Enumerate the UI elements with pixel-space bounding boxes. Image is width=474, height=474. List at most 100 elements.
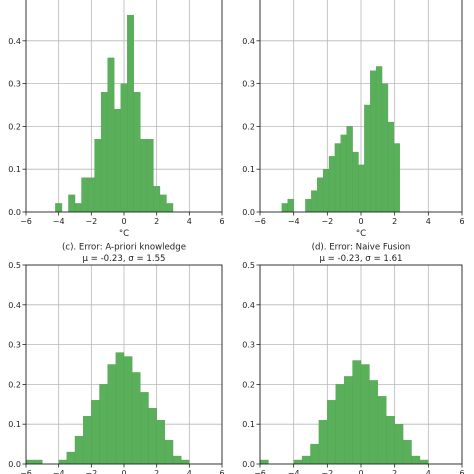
histogram-bar <box>364 104 371 212</box>
histogram-bar <box>346 126 353 212</box>
histogram-bar <box>164 439 174 464</box>
histogram-bar <box>58 459 68 464</box>
y-tick-label: 0.4 <box>242 301 255 310</box>
histogram-bar <box>107 57 115 212</box>
histogram-bar <box>335 384 345 464</box>
histogram-bar <box>166 203 174 212</box>
histogram-bar <box>131 372 141 464</box>
histogram-bar <box>156 420 166 464</box>
histogram-bar <box>68 194 76 212</box>
panel-title: (d). Error: Naive Fusion <box>312 243 411 253</box>
histogram-bar <box>369 380 379 464</box>
histogram-bar <box>123 356 133 464</box>
histogram-bar <box>419 459 429 464</box>
y-tick-label: 0.0 <box>8 460 21 469</box>
y-tick-label: 0.5 <box>242 261 255 270</box>
histogram-bar <box>180 459 190 464</box>
histogram-bar <box>159 194 167 212</box>
x-tick-label: 6 <box>219 217 224 226</box>
histogram-bar <box>87 177 95 212</box>
histogram-panel: −6 −4 −2 0 2 4 6 0.0 0.1 0.2 0.3 0.4 °C <box>8 0 225 239</box>
histogram-bar <box>381 83 389 212</box>
y-tick-label: 0.3 <box>242 80 255 89</box>
histogram-bar <box>74 435 84 464</box>
y-tick-label: 0.2 <box>8 122 21 131</box>
y-tick-label: 0.4 <box>8 37 21 46</box>
x-tick-label: −6 <box>254 217 266 226</box>
histogram-bars <box>281 66 400 212</box>
histogram-bar <box>260 459 269 464</box>
x-tick-label: 4 <box>187 469 192 474</box>
histogram-bar <box>394 424 404 464</box>
histogram-bar <box>55 203 63 212</box>
histogram-bar <box>327 400 336 464</box>
grid-lines <box>260 0 462 212</box>
x-tick-label: −4 <box>53 217 65 226</box>
histogram-bar <box>140 392 149 464</box>
x-tick-label: 6 <box>459 469 464 474</box>
histogram-bar <box>305 198 312 212</box>
histogram-bar <box>402 439 412 464</box>
y-tick-label: 0.4 <box>242 37 255 46</box>
histogram-bar <box>393 143 400 212</box>
histogram-bar <box>107 364 117 464</box>
x-tick-label: −4 <box>288 217 300 226</box>
histogram-bar <box>311 190 318 212</box>
x-tick-label: 0 <box>358 217 363 226</box>
histogram-bar <box>127 14 135 212</box>
x-tick-label: −4 <box>288 469 300 474</box>
y-tick-label: 0.3 <box>242 341 255 350</box>
histogram-bars <box>26 352 190 464</box>
histogram-bar <box>334 143 341 212</box>
x-tick-label: 2 <box>392 469 397 474</box>
histogram-bar <box>293 459 303 464</box>
y-tick-label: 0.0 <box>242 208 255 217</box>
histogram-bar <box>360 364 370 464</box>
histogram-panel: −6 −4 −2 0 2 4 6 0.0 0.1 0.2 0.3 0.4 °C <box>242 0 465 239</box>
histogram-bar <box>82 416 92 464</box>
histogram-bar <box>352 360 362 464</box>
y-tick-label: 0.4 <box>8 301 21 310</box>
y-tick-label: 0.1 <box>8 420 21 429</box>
panel-title: μ = -0.23, σ = 1.61 <box>319 254 402 264</box>
histogram-bar <box>33 459 43 464</box>
histogram-bar <box>91 400 100 464</box>
x-tick-label: 2 <box>154 469 159 474</box>
histogram-bar <box>66 451 76 464</box>
x-tick-label: 0 <box>121 469 126 474</box>
histogram-bar <box>370 70 377 212</box>
histogram-bar <box>301 455 311 464</box>
histogram-bar <box>146 139 154 212</box>
x-tick-label: 2 <box>392 217 397 226</box>
x-tick-label: −2 <box>321 217 333 226</box>
x-tick-label: −2 <box>85 217 97 226</box>
y-tick-label: 0.3 <box>8 80 21 89</box>
histogram-bar <box>172 455 182 464</box>
x-tick-label: 0 <box>358 469 363 474</box>
y-tick-label: 0.2 <box>242 122 255 131</box>
histogram-panel: −6 −4 −2 0 2 4 6 0.0 0.1 0.2 0.3 0.4 0.5 (c). Error: … <box>8 243 224 474</box>
x-axis-label: °C <box>356 229 366 239</box>
histogram-bar <box>343 376 353 464</box>
x-axis-label: °C <box>119 229 129 239</box>
histogram-bar <box>386 416 395 464</box>
y-tick-label: 0.2 <box>242 380 255 389</box>
histogram-bar <box>287 198 294 212</box>
histogram-bar <box>317 177 324 212</box>
histogram-bar <box>140 139 148 212</box>
histogram-bar <box>133 91 141 212</box>
x-tick-label: −6 <box>20 217 32 226</box>
histogram-bar <box>281 203 288 212</box>
histogram-bar <box>375 66 383 212</box>
y-tick-label: 0.1 <box>8 165 21 174</box>
histogram-bar <box>387 121 395 212</box>
histogram-bar <box>94 139 102 212</box>
x-tick-label: −2 <box>321 469 333 474</box>
histogram-bar <box>74 203 82 212</box>
y-tick-label: 0.3 <box>8 341 21 350</box>
x-tick-label: 4 <box>426 469 431 474</box>
y-tick-label: 0.1 <box>242 165 255 174</box>
y-tick-label: 0.0 <box>8 208 21 217</box>
histogram-bar <box>99 384 108 464</box>
